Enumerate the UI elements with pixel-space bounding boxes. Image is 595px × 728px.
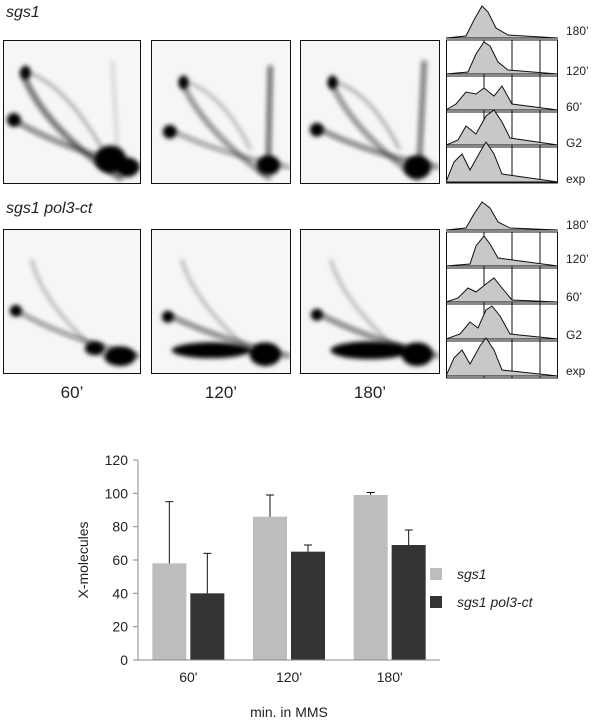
time-label-120: 120’ xyxy=(204,383,238,402)
facs-label-60-b: 60’ xyxy=(566,290,583,304)
facs-profiles-sgs1 xyxy=(446,2,558,184)
facs-label-60: 60’ xyxy=(566,100,583,114)
facs-label-120: 120’ xyxy=(566,64,589,78)
y-tick-label: 100 xyxy=(105,485,129,501)
y-tick-label: 120 xyxy=(105,452,129,468)
facs-profiles-sgs1-pol3-ct xyxy=(446,196,558,380)
gel-image-sgs1-180 xyxy=(300,40,440,184)
facs-label-exp-b: exp xyxy=(566,364,586,378)
bar-sgs1-pol3-ct-2 xyxy=(391,545,426,660)
time-label-60: 60’ xyxy=(60,383,84,402)
facs-label-180: 180’ xyxy=(566,24,589,38)
time-label-180: 180’ xyxy=(353,383,387,402)
legend-label: sgs1 xyxy=(457,566,487,582)
bar-sgs1-pol3-ct-1 xyxy=(291,551,325,660)
y-tick-label: 0 xyxy=(120,652,128,668)
facs-label-g2: G2 xyxy=(566,136,583,150)
legend-swatch xyxy=(430,596,442,608)
legend-label: sgs1 pol3-ct xyxy=(457,594,534,610)
facs-label-180-b: 180’ xyxy=(566,218,589,232)
gel-image-sgs1-60 xyxy=(3,40,141,184)
bar-sgs1-1 xyxy=(253,516,287,660)
x-tick-label: 120' xyxy=(276,669,302,685)
panel-title-sgs1-pol3-ct: sgs1 pol3-ct xyxy=(6,200,93,217)
bar-sgs1-0 xyxy=(152,563,187,660)
gel-image-pol3-180 xyxy=(300,229,440,374)
x-axis-label: min. in MMS xyxy=(250,704,328,720)
gel-image-sgs1-120 xyxy=(151,40,291,184)
x-tick-label: 180' xyxy=(377,669,403,685)
gel-image-pol3-120 xyxy=(151,229,291,374)
bar-sgs1-pol3-ct-0 xyxy=(190,593,225,660)
gel-image-pol3-60 xyxy=(3,229,141,374)
facs-label-exp: exp xyxy=(566,172,586,186)
y-tick-label: 60 xyxy=(112,552,128,568)
y-tick-label: 20 xyxy=(112,619,128,635)
y-tick-label: 80 xyxy=(112,519,128,535)
legend-swatch xyxy=(430,568,442,580)
x-tick-label: 60' xyxy=(179,669,197,685)
y-axis-label: X-molecules xyxy=(75,521,91,598)
panel-title-sgs1: sgs1 xyxy=(6,4,40,21)
y-tick-label: 40 xyxy=(112,585,128,601)
facs-label-120-b: 120’ xyxy=(566,252,589,266)
facs-label-g2-b: G2 xyxy=(566,328,583,342)
x-molecules-bar-chart: 0 20 40 60 80 100 120 60' 120' 180' X-molecules … xyxy=(60,440,595,723)
bar-sgs1-2 xyxy=(353,495,388,660)
